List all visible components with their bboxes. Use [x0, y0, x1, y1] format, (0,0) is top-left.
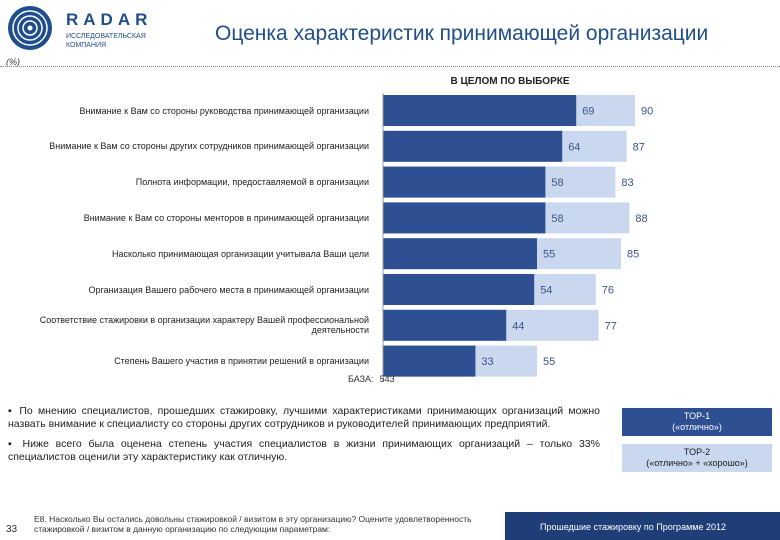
value-label-top2: 88	[635, 213, 647, 225]
chart-title: В ЦЕЛОМ ПО ВЫБОРКЕ	[450, 76, 570, 87]
category-label: Внимание к Вам со стороны руководства пр…	[79, 105, 369, 116]
footer: 33 E8. Насколько Вы остались довольны ст…	[0, 506, 780, 540]
page-number: 33	[6, 524, 18, 535]
bar-top1	[383, 345, 476, 377]
category-label: Насколько принимающая организации учитыв…	[112, 248, 369, 259]
category-label: Полнота информации, предоставляемой в ор…	[135, 177, 369, 188]
legend-top2-desc: («отлично» + «хорошо»)	[646, 458, 748, 468]
logo: RADAR ИССЛЕДОВАТЕЛЬСКАЯ КОМПАНИЯ	[6, 4, 206, 54]
value-label-top2: 85	[627, 249, 639, 261]
value-label-top2: 87	[633, 141, 645, 153]
base-size: БАЗА: 543	[348, 374, 395, 384]
category-label: Соответствие стажировки в организации ха…	[39, 315, 369, 336]
bar-top1	[383, 238, 537, 270]
legend-top1: TOP-1 («отлично»)	[622, 408, 772, 436]
value-label-top1: 58	[551, 177, 563, 189]
findings-text: ▪ По мнению специалистов, прошедших стаж…	[8, 405, 600, 471]
question-text: E8. Насколько Вы остались довольны стажи…	[34, 514, 472, 534]
finding-2: ▪ Ниже всего была оценена степень участи…	[8, 438, 600, 463]
value-label-top1: 69	[582, 106, 594, 118]
legend-top1-title: TOP-1	[683, 411, 711, 421]
category-label: Внимание к Вам со стороны менторов в при…	[83, 212, 369, 223]
bar-top1	[383, 166, 546, 198]
value-label-top2: 76	[602, 285, 614, 297]
bar-top1	[383, 274, 535, 305]
value-label-top2: 55	[543, 356, 555, 368]
footer-bar	[505, 512, 780, 540]
legend-top1-desc: («отлично»)	[672, 422, 722, 432]
category-label: Степень Вашего участия в принятии решени…	[114, 356, 369, 367]
bar-top1	[383, 95, 577, 126]
brand-subtitle: ИССЛЕДОВАТЕЛЬСКАЯ КОМПАНИЯ	[66, 33, 146, 49]
radar-logo-icon	[8, 6, 52, 50]
brand-name: RADAR	[66, 10, 153, 29]
value-label-top1: 64	[568, 141, 580, 153]
value-label-top1: 54	[540, 285, 552, 297]
chart: В ЦЕЛОМ ПО ВЫБОРКЕ Внимание к Вам со сто…	[0, 70, 780, 390]
base-value: 543	[379, 374, 395, 384]
bar-top1	[383, 202, 546, 234]
category-label: Организация Вашего рабочего места в прин…	[88, 284, 370, 295]
bar-top1	[383, 130, 563, 162]
base-label: БАЗА:	[348, 374, 374, 384]
finding-1: ▪ По мнению специалистов, прошедших стаж…	[8, 405, 600, 430]
value-label-top2: 77	[605, 320, 617, 332]
value-label-top1: 44	[512, 320, 524, 332]
value-label-top1: 58	[551, 213, 563, 225]
legend-top2-title: TOP-2	[683, 447, 711, 457]
bar-chart-svg: 69 90 64 87 58 83 58 88 55 85 54 76 44 77 33 55	[382, 93, 653, 382]
legend-top2: TOP-2 («отлично» + «хорошо»)	[622, 444, 772, 472]
unit-label: (%)	[6, 57, 20, 67]
header-divider	[0, 66, 780, 67]
value-label-top1: 55	[543, 249, 555, 261]
bar-top1	[383, 309, 507, 341]
value-label-top2: 83	[621, 177, 633, 189]
category-label: Внимание к Вам со стороны других сотрудн…	[49, 141, 369, 152]
program-label: Прошедшие стажировку по Программе 2012	[540, 522, 726, 532]
value-label-top1: 33	[481, 356, 493, 368]
page-title: Оценка характеристик принимающей организ…	[215, 22, 709, 45]
value-label-top2: 90	[641, 106, 653, 118]
